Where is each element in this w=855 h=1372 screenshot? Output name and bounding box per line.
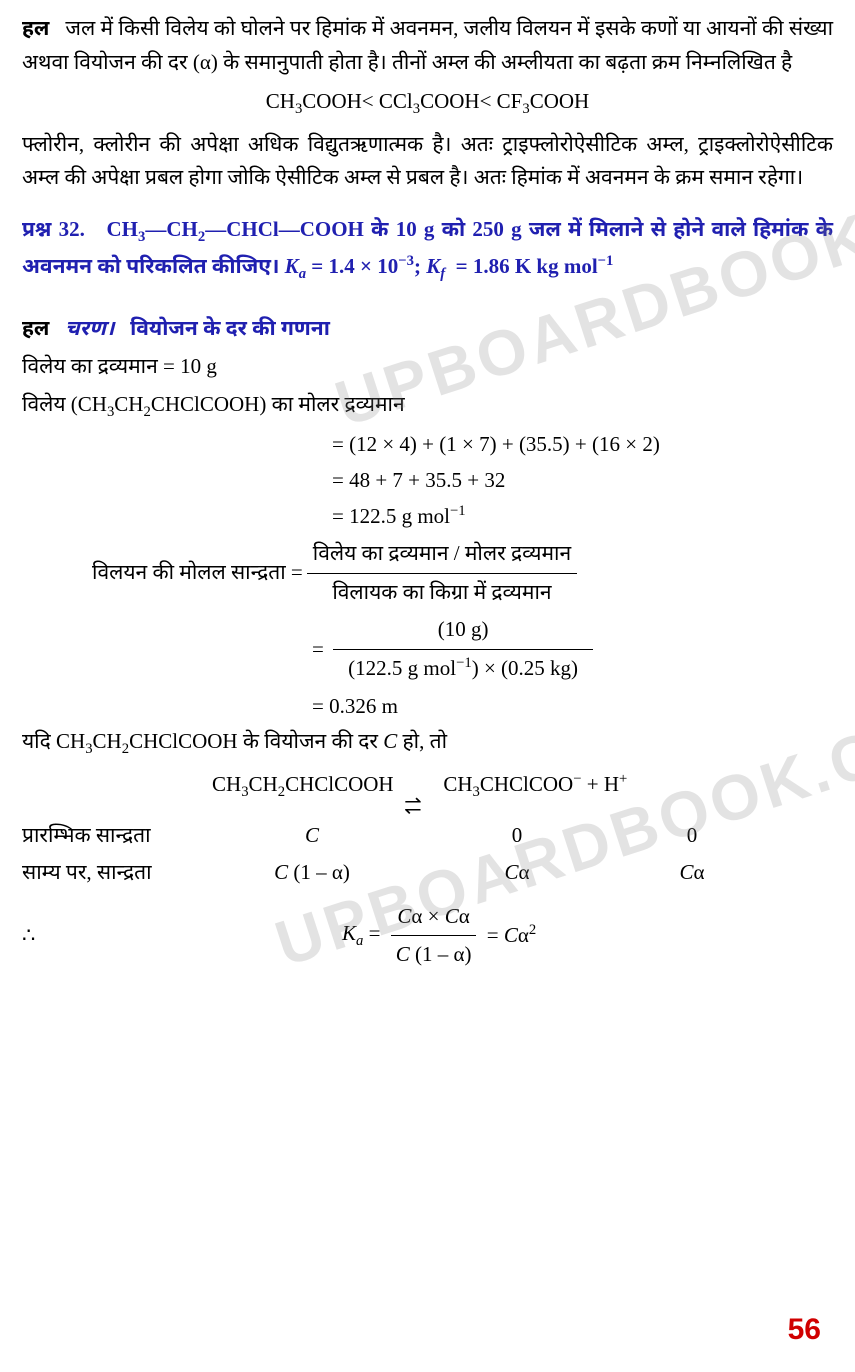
mass-line: विलेय का द्रव्यमान = 10 g — [22, 350, 833, 384]
initial-conc-row: प्रारम्भिक सान्द्रता C 0 0 — [22, 819, 833, 853]
solution-para-2: फ्लोरीन, क्लोरीन की अपेक्षा अधिक विद्युत… — [22, 128, 833, 195]
molal-frac-2: = (10 g) (122.5 g mol−1) × (0.25 kg) — [312, 613, 833, 685]
ka-rhs: = Cα2 — [481, 919, 536, 953]
ka-lhs: Ka = — [342, 917, 386, 954]
step-heading: हल चरण। वियोजन के दर की गणना — [22, 312, 833, 346]
acid-order: CH3COOH< CCl3COOH< CF3COOH — [22, 85, 833, 122]
question-label: प्रश्न 32. — [22, 217, 85, 241]
frac2-den: (122.5 g mol−1) × (0.25 kg) — [342, 650, 584, 686]
molal-frac-1: विलयन की मोलल सान्द्रता = विलेय का द्रव्… — [92, 537, 833, 609]
calc-1: = (12 × 4) + (1 × 7) + (35.5) + (16 × 2) — [332, 428, 833, 462]
row1-label: प्रारम्भिक सान्द्रता — [22, 819, 212, 853]
calc-4: = 0.326 m — [312, 690, 833, 724]
eq-sign: = — [312, 633, 329, 667]
ka-equation: ∴ Ka = Cα × Cα C (1 – α) = Cα2 — [22, 900, 833, 972]
molar-mass-line: विलेय (CH3CH2CHClCOOH) का मोलर द्रव्यमान — [22, 388, 833, 425]
frac2-num: (10 g) — [333, 613, 593, 650]
row1-c2: 0 — [412, 819, 622, 853]
question-body: CH3—CH2—CHCl—COOH के 10 g को 250 g जल मे… — [22, 217, 833, 278]
molal-label: विलयन की मोलल सान्द्रता = — [92, 556, 303, 590]
sol-label-2: हल — [22, 316, 49, 340]
therefore-symbol: ∴ — [22, 919, 82, 953]
para1-text: जल में किसी विलेय को घोलने पर हिमांक में… — [22, 16, 833, 74]
row2-c1: C (1 – α) — [212, 856, 412, 890]
calc-3: = 122.5 g mol−1 — [332, 500, 833, 534]
question-block: प्रश्न 32. CH3—CH2—CHCl—COOH के 10 g को … — [22, 213, 833, 286]
step-title: वियोजन के दर की गणना — [130, 316, 330, 340]
row1-c3: 0 — [622, 819, 762, 853]
frac1-den: विलायक का किग्रा में द्रव्यमान — [326, 574, 557, 610]
frac1-num: विलेय का द्रव्यमान / मोलर द्रव्यमान — [307, 537, 577, 574]
row2-c3: Cα — [622, 856, 762, 890]
ka-num: Cα × Cα — [391, 900, 475, 937]
row2-c2: Cα — [412, 856, 622, 890]
row1-c1: C — [212, 819, 412, 853]
reaction-row: CH3CH2CHClCOOH ⇀↽ CH3CHClCOO− + H+ — [22, 768, 833, 805]
row2-label: साम्य पर, सान्द्रता — [22, 856, 212, 890]
solution-para-1: हल जल में किसी विलेय को घोलने पर हिमांक … — [22, 12, 833, 79]
ka-den: C (1 – α) — [390, 936, 478, 972]
sol-label: हल — [22, 16, 49, 40]
calc-2: = 48 + 7 + 35.5 + 32 — [332, 464, 833, 498]
page-number: 56 — [788, 1306, 821, 1354]
step-chrn: चरण। — [65, 316, 114, 340]
equil-conc-row: साम्य पर, सान्द्रता C (1 – α) Cα Cα — [22, 856, 833, 890]
reaction-text: CH3CH2CHClCOOH ⇀↽ CH3CHClCOO− + H+ — [212, 768, 833, 805]
if-degree-line: यदि CH3CH2CHClCOOH के वियोजन की दर C हो,… — [22, 725, 833, 762]
